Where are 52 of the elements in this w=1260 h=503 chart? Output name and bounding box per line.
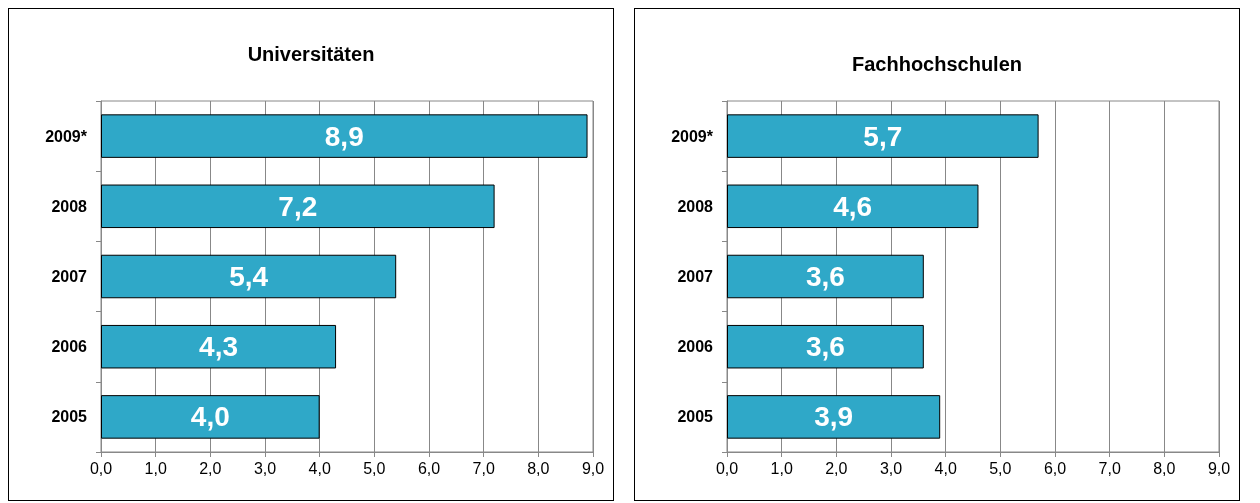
x-tick-label: 4,0 (308, 459, 331, 477)
x-tick-label: 0,0 (89, 459, 113, 477)
bar (727, 254, 924, 299)
bar (101, 184, 495, 229)
x-tick-label: 3,0 (879, 459, 903, 477)
x-tick-label: 5,0 (989, 459, 1012, 477)
x-tick-label: 0,0 (715, 459, 739, 477)
data-label: 4,0 (190, 401, 230, 433)
y-tick-label: 2009* (671, 127, 714, 145)
data-label: 3,6 (805, 261, 845, 292)
y-tick-label: 2006 (677, 338, 714, 356)
y-tick-label: 2007 (677, 268, 714, 285)
bar (101, 324, 337, 369)
x-tick-label: 4,0 (934, 459, 957, 477)
bar (727, 114, 1039, 158)
data-label: 5,7 (863, 120, 903, 152)
x-tick-label: 7,0 (1098, 459, 1121, 477)
x-tick-label: 9,0 (1207, 459, 1231, 477)
y-tick-label: 2008 (51, 197, 88, 215)
x-tick-label: 7,0 (472, 459, 495, 477)
data-label: 7,2 (278, 190, 318, 222)
chart-title: Universitäten (247, 43, 375, 65)
y-tick-label: 2007 (51, 268, 88, 285)
bar (101, 114, 588, 158)
y-tick-label: 2009* (45, 127, 88, 145)
y-tick-label: 2006 (51, 338, 88, 356)
x-tick-label: 2,0 (825, 459, 848, 477)
data-label: 3,9 (814, 401, 854, 433)
x-tick-label: 6,0 (417, 459, 441, 477)
y-tick-label: 2008 (677, 197, 714, 215)
data-label: 4,3 (199, 331, 238, 363)
data-label: 3,6 (805, 331, 845, 363)
data-label: 5,4 (229, 261, 269, 292)
x-tick-label: 1,0 (144, 459, 167, 477)
x-tick-label: 5,0 (363, 459, 386, 477)
y-tick-label: 2005 (677, 408, 714, 426)
x-tick-label: 6,0 (1043, 459, 1067, 477)
x-tick-label: 3,0 (253, 459, 277, 477)
bar (727, 395, 941, 439)
x-tick-label: 2,0 (199, 459, 222, 477)
bar (101, 395, 320, 439)
data-label: 8,9 (324, 120, 364, 152)
bar (727, 324, 924, 369)
chart-title: Fachhochschulen (851, 53, 1023, 75)
bar (101, 254, 397, 299)
x-tick-label: 8,0 (527, 459, 550, 477)
x-tick-label: 1,0 (770, 459, 793, 477)
y-tick-label: 2005 (51, 408, 88, 426)
x-tick-label: 8,0 (1153, 459, 1176, 477)
bar (727, 184, 979, 229)
data-label: 4,6 (833, 190, 873, 222)
x-tick-label: 9,0 (581, 459, 605, 477)
